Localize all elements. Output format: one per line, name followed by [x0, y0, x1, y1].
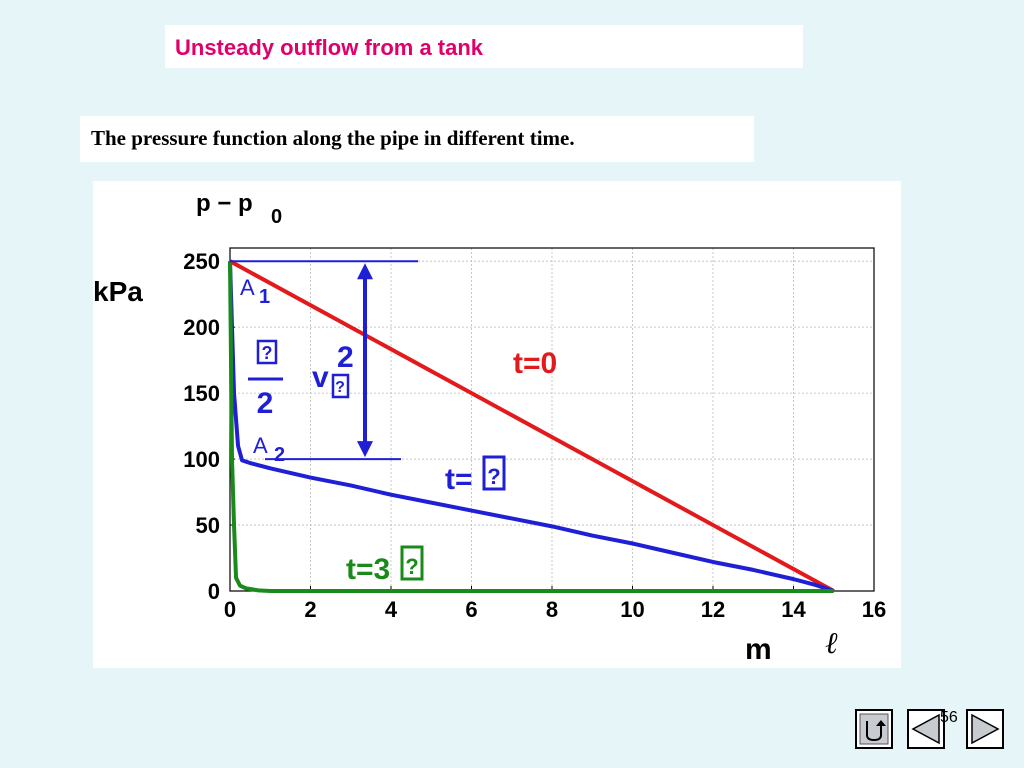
x-tick-label: 2	[304, 597, 316, 622]
fraction-numerator: ?	[262, 343, 273, 363]
x-axis-label: m	[745, 633, 772, 666]
label-A2-subscript: 2	[274, 444, 285, 466]
label-A1: A	[240, 275, 255, 300]
velocity-exponent: 2	[337, 341, 354, 374]
slide-subtitle: The pressure function along the pipe in …	[91, 126, 575, 150]
series-line-1	[229, 259, 835, 593]
title-box: Unsteady outflow from a tank	[165, 25, 803, 68]
fraction-denominator: 2	[257, 387, 274, 420]
velocity-glyph: ?	[335, 379, 345, 396]
x-tick-label: 14	[781, 597, 806, 622]
label-A2: A	[253, 433, 268, 458]
previous-slide-button[interactable]	[907, 709, 945, 749]
missing-glyph-t-3tau: ?	[405, 554, 418, 579]
y-axis-unit: kPa	[93, 276, 143, 307]
series-label-t-tau: t=	[445, 463, 473, 496]
series-line-3	[228, 261, 834, 593]
page-number: 56	[940, 709, 958, 726]
y-tick-label: 0	[208, 579, 220, 604]
return-icon	[859, 713, 889, 745]
y-tick-label: 250	[183, 249, 220, 274]
y-tick-label: 100	[183, 447, 220, 472]
chart-panel: 0 2 4 6 8 10 12 14 16 0 50 100 150 200 250 p − p 0 kPa m ℓ t…	[93, 181, 901, 668]
missing-glyph-box	[400, 545, 424, 581]
x-tick-label: 4	[385, 597, 398, 622]
missing-glyph-box	[482, 455, 506, 491]
label-A1-subscript: 1	[259, 286, 270, 308]
velocity-symbol: v	[312, 361, 329, 394]
series-line-2	[228, 261, 835, 593]
next-slide-button[interactable]	[966, 709, 1004, 749]
x-tick-label: 12	[701, 597, 725, 622]
x-axis-symbol: ℓ	[825, 627, 838, 660]
return-button[interactable]	[855, 709, 893, 749]
slide-title: Unsteady outflow from a tank	[175, 35, 484, 60]
triangle-left-icon	[911, 713, 940, 745]
x-tick-label: 6	[465, 597, 477, 622]
velocity-head-arrow-head-up	[357, 263, 373, 280]
missing-glyph-t-tau: ?	[487, 464, 500, 489]
y-tick-label: 200	[183, 315, 220, 340]
x-tick-label: 16	[862, 597, 886, 622]
velocity-glyph-box	[331, 373, 350, 399]
plot-frame	[229, 247, 875, 592]
series-label-t-3tau: t=3	[346, 553, 390, 586]
x-tick-label: 8	[546, 597, 558, 622]
triangle-right-icon	[971, 713, 1000, 745]
velocity-head-arrow-head-down	[357, 441, 373, 458]
fraction-glyph-box	[256, 339, 278, 365]
series-label-t0: t=0	[513, 347, 557, 380]
x-tick-label: 0	[224, 597, 236, 622]
y-axis-label-subscript: 0	[271, 206, 282, 228]
x-tick-label: 10	[620, 597, 644, 622]
y-tick-label: 150	[183, 381, 220, 406]
subtitle-box: The pressure function along the pipe in …	[80, 116, 754, 162]
y-tick-label: 50	[196, 513, 220, 538]
y-axis-label: p − p	[196, 190, 253, 217]
